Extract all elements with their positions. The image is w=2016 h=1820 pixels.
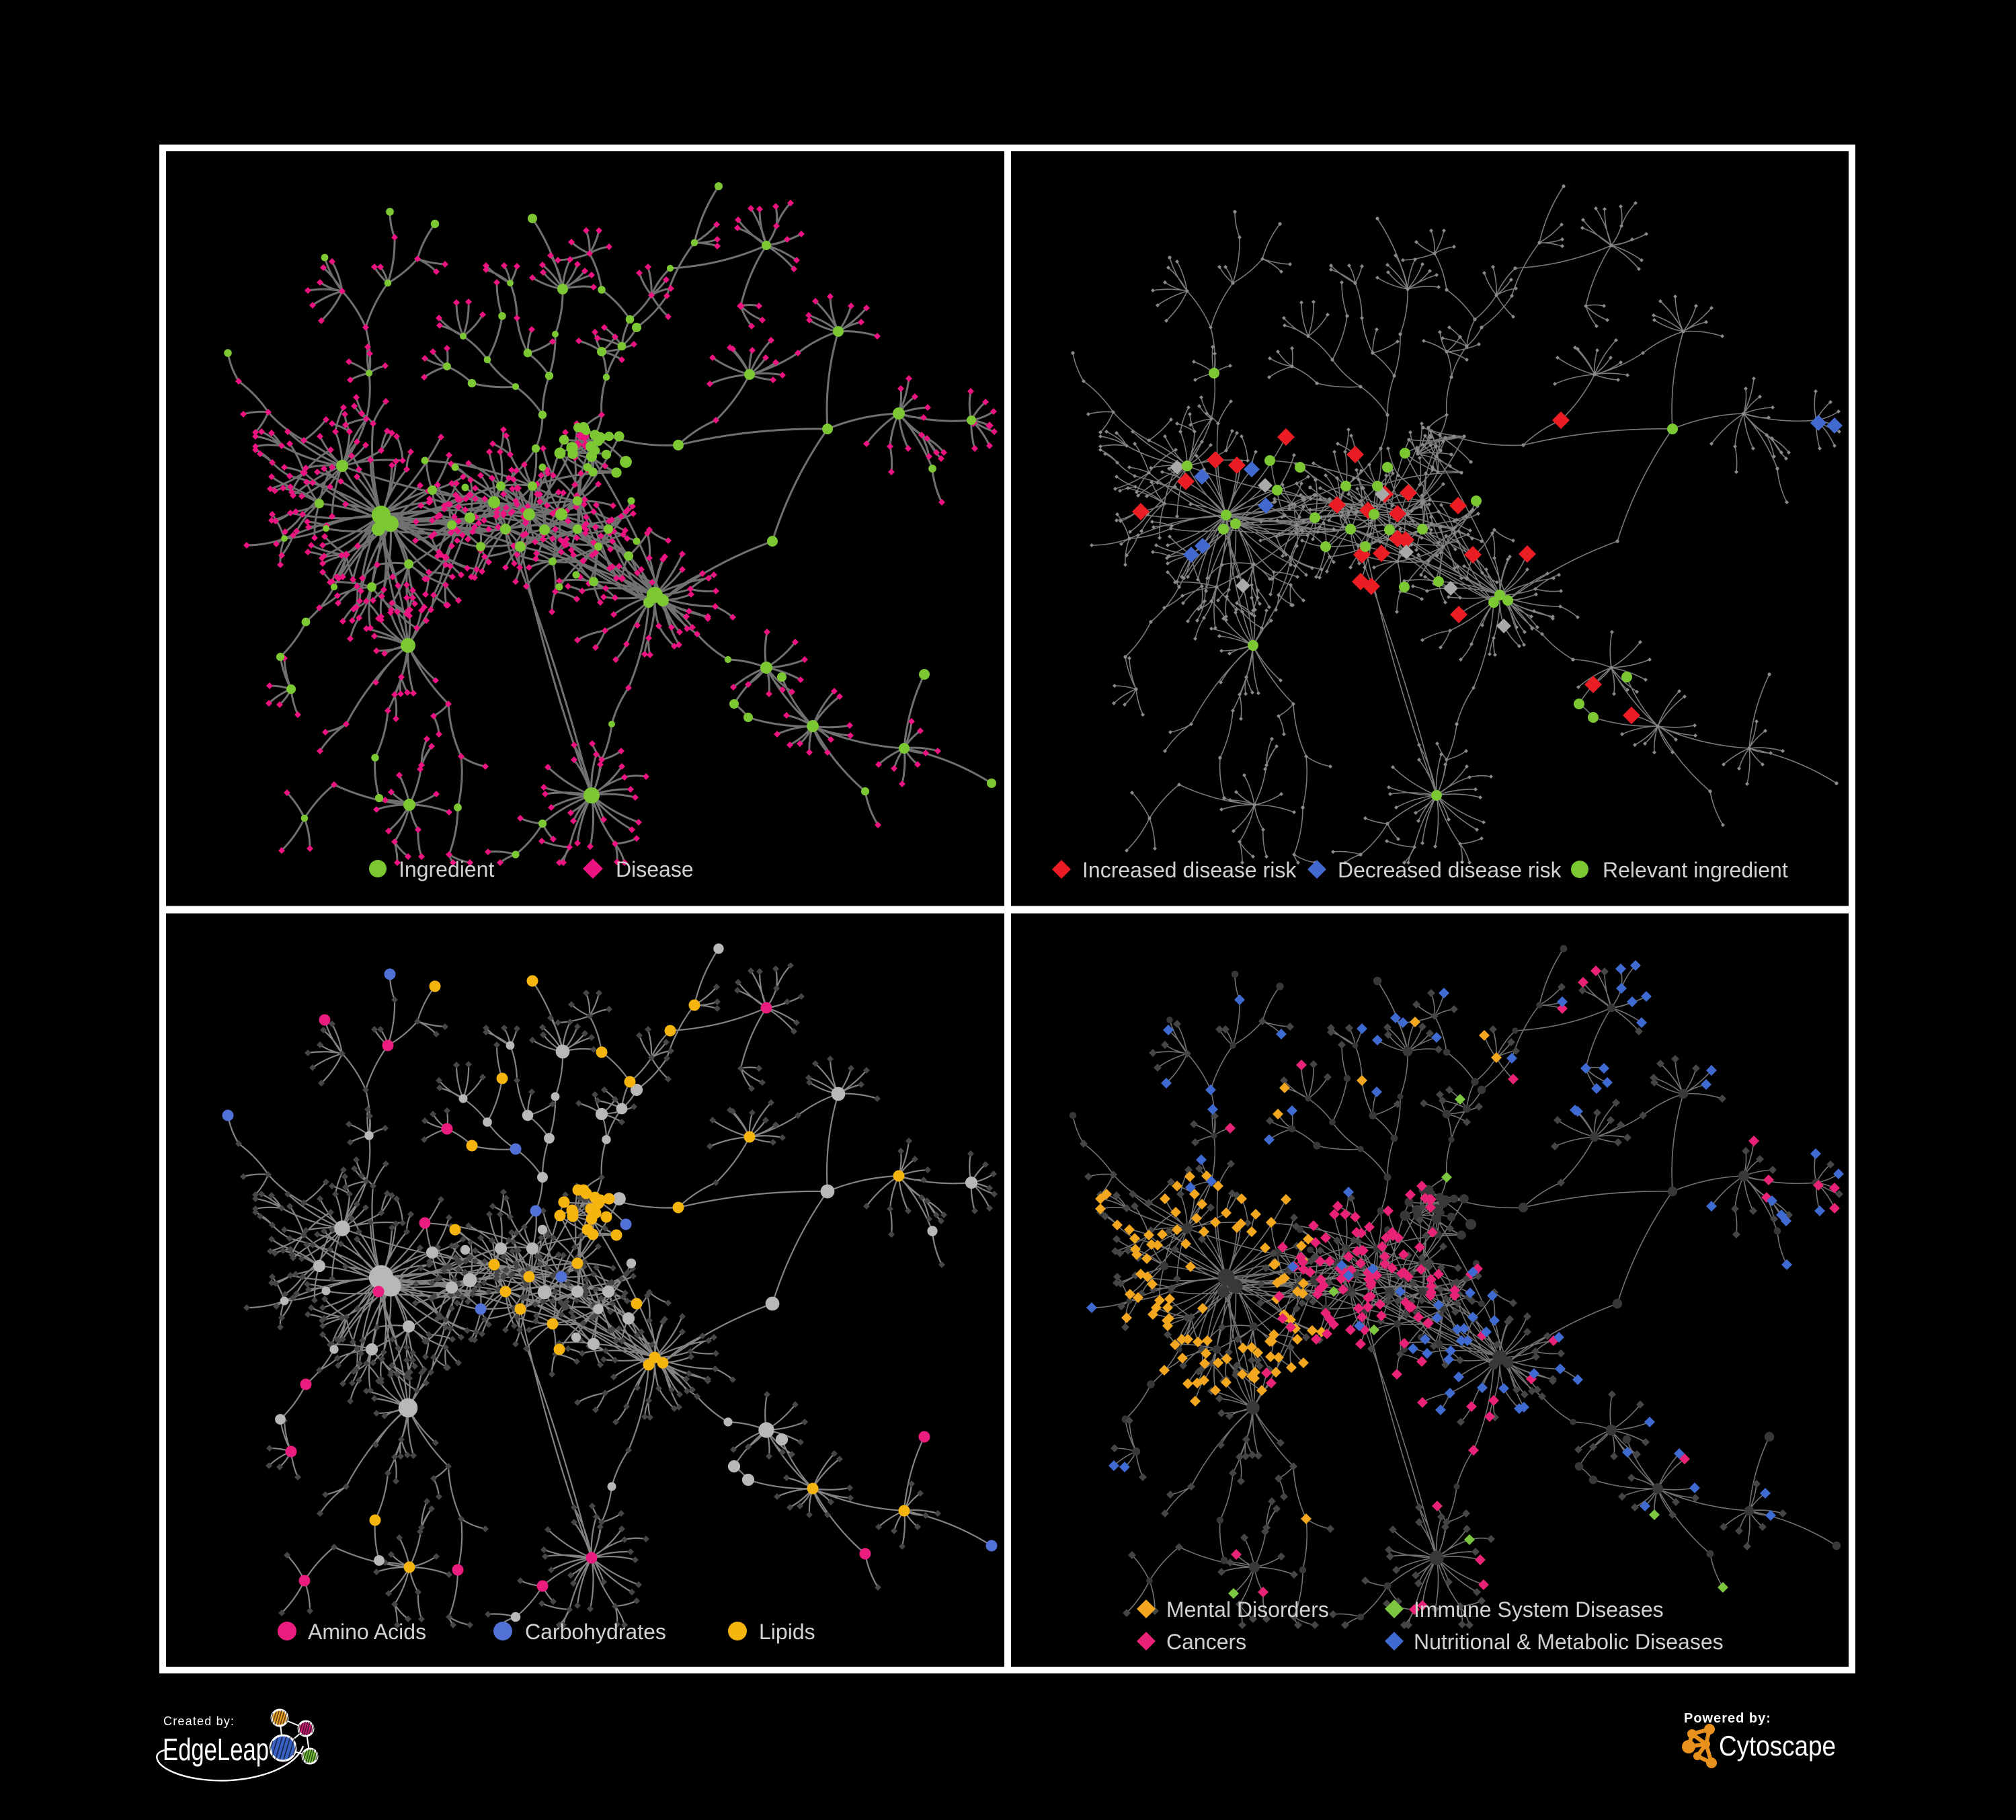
svg-text:Relevant ingredient: Relevant ingredient bbox=[1603, 858, 1788, 882]
svg-text:EdgeLeap: EdgeLeap bbox=[163, 1732, 269, 1767]
svg-text:Disease: Disease bbox=[616, 857, 694, 881]
svg-text:Created by:: Created by: bbox=[163, 1714, 235, 1728]
svg-text:Lipids: Lipids bbox=[759, 1620, 815, 1644]
svg-text:Immune System Diseases: Immune System Diseases bbox=[1414, 1597, 1664, 1622]
svg-text:Decreased disease risk: Decreased disease risk bbox=[1338, 858, 1562, 882]
svg-text:Cancers: Cancers bbox=[1166, 1630, 1246, 1654]
svg-text:Mental Disorders: Mental Disorders bbox=[1166, 1597, 1329, 1622]
svg-text:Ingredient: Ingredient bbox=[399, 857, 494, 881]
svg-text:Amino Acids: Amino Acids bbox=[308, 1620, 426, 1644]
svg-text:Cytoscape: Cytoscape bbox=[1719, 1730, 1836, 1762]
svg-text:Powered by:: Powered by: bbox=[1684, 1711, 1771, 1726]
svg-text:Increased disease risk: Increased disease risk bbox=[1082, 858, 1297, 882]
svg-text:Carbohydrates: Carbohydrates bbox=[525, 1620, 666, 1644]
svg-text:Nutritional & Metabolic Diseas: Nutritional & Metabolic Diseases bbox=[1414, 1630, 1724, 1654]
